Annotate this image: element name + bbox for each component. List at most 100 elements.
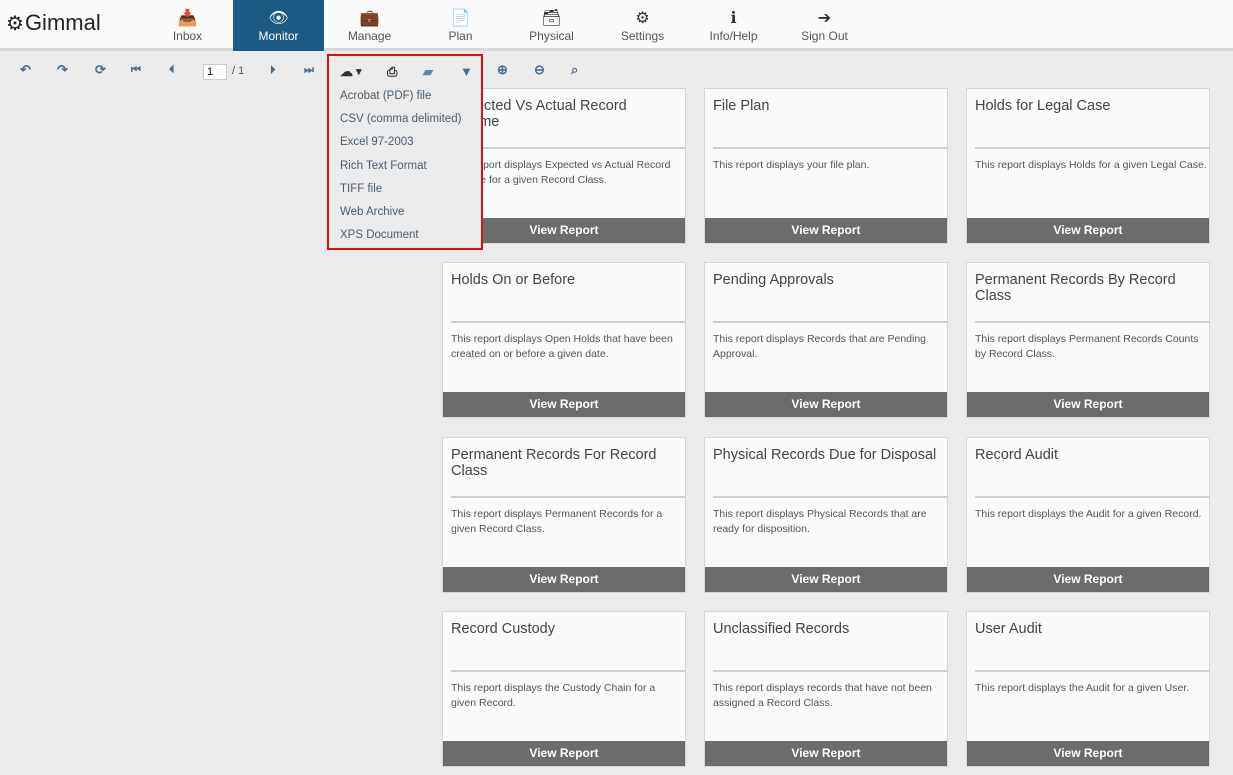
report-card: Permanent Records For Record Class This r… xyxy=(442,437,686,593)
briefcase-icon: 💼 xyxy=(359,9,380,27)
page-total: / 1 xyxy=(232,65,245,77)
report-description: This report displays records that have n… xyxy=(713,682,932,709)
report-card: Record Audit This report displays the Aud… xyxy=(966,437,1210,593)
export-menu-item[interactable]: Web Archive xyxy=(340,206,405,218)
book-icon[interactable]: ▰ xyxy=(423,64,433,79)
view-report-button[interactable]: View Report xyxy=(967,741,1209,766)
divider xyxy=(451,321,685,323)
view-report-button[interactable]: View Report xyxy=(967,218,1209,243)
search-icon[interactable]: ⌕ xyxy=(571,62,579,77)
view-report-button[interactable]: View Report xyxy=(705,567,947,592)
report-title: Record Audit xyxy=(975,447,1059,463)
report-title: File Plan xyxy=(713,98,770,114)
nav-monitor[interactable]: 👁 Monitor xyxy=(233,0,324,51)
next-page-icon[interactable]: ⏵ xyxy=(270,64,276,76)
divider xyxy=(975,321,1209,323)
export-menu-item[interactable]: XPS Document xyxy=(340,229,419,242)
report-description: This report displays Physical Records th… xyxy=(713,508,927,535)
report-title: Holds for Legal Case xyxy=(975,98,1111,114)
view-report-button[interactable]: View Report xyxy=(443,741,685,766)
export-menu-item[interactable]: Rich Text Format xyxy=(340,159,427,172)
view-report-button[interactable]: View Report xyxy=(705,392,947,417)
report-title: Holds On or Before xyxy=(451,272,576,288)
view-report-button[interactable]: View Report xyxy=(967,567,1209,592)
export-menu-item[interactable]: CSV (comma delimited) xyxy=(340,113,462,126)
nav-label: Settings xyxy=(620,28,665,43)
report-title: Permanent Records For Record Class xyxy=(451,447,657,479)
report-description: This report displays the Audit for a giv… xyxy=(975,682,1190,694)
document-icon: 📄 xyxy=(450,9,471,27)
last-page-icon[interactable]: ⏭ xyxy=(304,64,314,76)
nav-physical[interactable]: 🗃 Physical xyxy=(506,0,597,51)
first-page-icon[interactable]: ⏮ xyxy=(131,64,141,76)
view-report-button[interactable]: View Report xyxy=(967,392,1209,417)
nav-label: Manage xyxy=(347,28,392,43)
page-number-input[interactable] xyxy=(203,64,227,80)
report-card: Record Custody This report displays the C… xyxy=(442,611,686,767)
report-title: Record Custody xyxy=(451,621,555,637)
report-description: This report displays Permanent Records C… xyxy=(975,333,1199,360)
report-card: Unclassified Records This report displays… xyxy=(704,611,948,767)
report-card: User Audit This report displays the Audit… xyxy=(966,611,1210,767)
filter-icon[interactable]: ▼ xyxy=(460,64,473,79)
divider xyxy=(975,670,1209,672)
divider xyxy=(451,496,685,498)
divider xyxy=(975,147,1209,149)
archive-icon: 🗃 xyxy=(541,9,562,27)
divider xyxy=(451,147,685,149)
gimmal-logo[interactable]: ⚙ Gimmal xyxy=(6,10,101,36)
view-report-button[interactable]: View Report xyxy=(705,218,947,243)
nav-label: Info/Help xyxy=(709,28,758,43)
report-description: This report displays Open Holds that hav… xyxy=(451,333,673,360)
zoom-out-icon[interactable]: ⊖ xyxy=(534,62,545,77)
export-menu-item[interactable]: Excel 97-2003 xyxy=(340,136,414,149)
report-description: This report displays the Custody Chain f… xyxy=(451,682,656,709)
export-menu-item[interactable]: TIFF file xyxy=(340,182,383,195)
report-card: File Plan This report displays your file … xyxy=(704,88,948,244)
gear-logo-icon: ⚙ xyxy=(6,12,24,35)
divider xyxy=(713,670,947,672)
inbox-icon: 📥 xyxy=(177,9,198,27)
report-description: This report displays Holds for a given L… xyxy=(975,159,1207,171)
report-title: Physical Records Due for Disposal xyxy=(713,447,937,463)
print-icon[interactable]: ⎙ xyxy=(387,64,398,79)
nav-info-help[interactable]: ℹ Info/Help xyxy=(688,0,779,51)
cloud-download-icon[interactable]: ☁ xyxy=(340,64,353,79)
eye-icon: 👁 xyxy=(268,9,289,27)
divider xyxy=(713,321,947,323)
caret-down-icon[interactable]: ▾ xyxy=(356,66,362,78)
divider xyxy=(975,496,1209,498)
redo-icon[interactable]: ↷ xyxy=(57,62,68,77)
info-icon: ℹ xyxy=(730,9,737,27)
nav-sign-out[interactable]: ➔ Sign Out xyxy=(779,0,870,51)
nav-inbox[interactable]: 📥 Inbox xyxy=(142,0,233,51)
top-nav-bar: ⚙ Gimmal 📥 Inbox 👁 Monitor 💼 Manage 📄 Plan 🗃 Physi… xyxy=(0,0,1233,51)
report-title: Unclassified Records xyxy=(713,621,850,637)
report-title: Permanent Records By Record Class xyxy=(975,272,1176,304)
nav-label: Inbox xyxy=(172,28,203,43)
export-menu-item[interactable]: Acrobat (PDF) file xyxy=(340,90,432,102)
report-card: Holds for Legal Case This report displays… xyxy=(966,88,1210,244)
zoom-in-icon[interactable]: ⊕ xyxy=(497,62,508,77)
undo-icon[interactable]: ↶ xyxy=(20,62,31,77)
nav-settings[interactable]: ⚙ Settings xyxy=(597,0,688,51)
view-report-button[interactable]: View Report xyxy=(443,392,685,417)
sign-out-icon: ➔ xyxy=(817,9,832,27)
logo-text: Gimmal xyxy=(24,10,101,35)
view-report-button[interactable]: View Report xyxy=(443,567,685,592)
previous-page-icon[interactable]: ⏴ xyxy=(169,64,175,76)
report-card: Permanent Records By Record Class This re… xyxy=(966,262,1210,418)
nav-label: Plan xyxy=(448,28,473,43)
view-report-button[interactable]: View Report xyxy=(443,218,685,243)
report-description: This report displays your file plan. xyxy=(713,159,870,171)
gears-icon: ⚙ xyxy=(635,9,650,27)
report-title: Expected Vs Actual Record Volume xyxy=(451,98,627,130)
nav-manage[interactable]: 💼 Manage xyxy=(324,0,415,51)
nav-label: Monitor xyxy=(258,28,299,43)
divider xyxy=(451,670,685,672)
nav-label: Physical xyxy=(529,28,574,43)
nav-plan[interactable]: 📄 Plan xyxy=(415,0,506,51)
view-report-button[interactable]: View Report xyxy=(705,741,947,766)
divider xyxy=(713,147,947,149)
refresh-icon[interactable]: ⟳ xyxy=(95,62,106,77)
